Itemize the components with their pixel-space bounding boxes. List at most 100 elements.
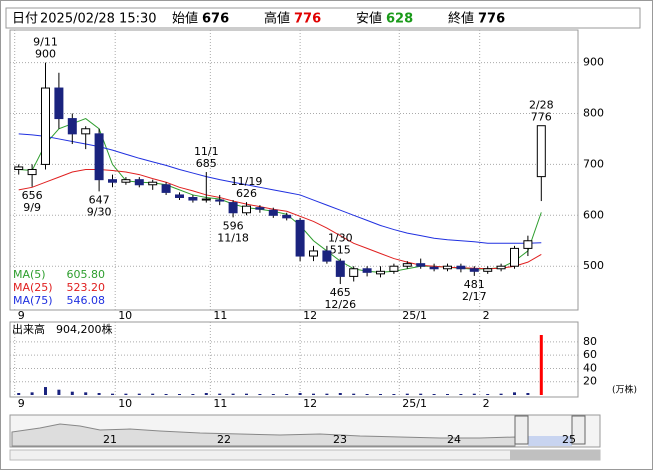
y-tick-label: 500 [583,259,604,272]
candle-body [108,179,117,183]
candle-body [81,128,91,135]
volume-bar [137,393,141,395]
volume-bar [379,394,382,395]
annotation-date: 11/19 [231,175,263,188]
x-tick-label: 2 [483,397,490,410]
ma-line [18,133,542,244]
annotation-value: 465 [330,286,351,299]
header-value: 676 [202,12,229,27]
candle-body [376,270,385,275]
annotation-date: 9/9 [23,201,41,214]
volume-bar [285,394,289,395]
candle-body [14,166,24,170]
y-tick-label: 700 [583,157,604,170]
legend-name: MA(25) [13,281,53,294]
annotation-value: 515 [330,244,351,257]
candle-body [443,265,452,270]
ma-lines [18,118,542,273]
legend-name: MA(5) [13,268,46,281]
volume-bar [499,393,503,395]
volume-bar [392,394,396,395]
scrollbar-thumb[interactable] [510,450,600,460]
candle-body [242,205,251,214]
candle-body [523,240,533,249]
candle-body [41,87,50,165]
volume-bar [178,394,181,395]
legend-value: 523.20 [67,281,106,294]
y-tick-label: 60 [583,348,597,361]
y-tick-label: 20 [583,375,597,388]
volume-bar [245,393,248,395]
volume-bar [526,393,530,395]
candle-body [469,268,479,272]
volume-bar [164,394,168,395]
annotation-value: 626 [236,187,257,200]
y-tick-label: 80 [583,335,597,348]
annotation-date: 11/18 [217,231,249,244]
candle-body [510,247,519,267]
candle-body [215,199,225,202]
candle-body [483,268,493,272]
header-label: 終値 [448,11,474,27]
volume-bar [486,394,490,395]
navigator-handle[interactable] [514,415,529,445]
volume-bar [218,393,222,395]
candle-body [496,265,506,270]
candle-body [255,207,265,210]
candle-body [456,265,466,270]
header-label: 高値 [264,11,290,27]
x-tick-label: 9 [18,397,25,410]
annotation-value: 776 [531,111,552,124]
candle-body [416,263,426,267]
navigator-handle[interactable] [571,415,586,445]
candle-body [322,250,332,262]
volume-bar [432,394,436,395]
header-value: 776 [478,12,505,27]
volume-bar [258,394,262,395]
header-value: 776 [294,12,321,27]
candle-body [161,184,171,193]
volume-bar [151,393,155,395]
annotation-date: 11/1 [194,145,219,158]
header-value: 628 [386,12,413,27]
candle-body [94,133,104,181]
volume-bar [513,392,516,395]
ma-line [18,168,542,270]
candle-body [362,268,372,273]
header-label: 始値 [172,11,198,27]
volume-bar [365,394,369,395]
y-tick-label: 40 [583,361,597,374]
candle-body [429,266,439,270]
volume-bar [17,393,21,395]
candle-body [389,265,399,272]
x-tick-label: 10 [118,397,132,410]
header-label: 安値 [356,11,382,27]
candle-body [228,202,238,214]
volume-bar [405,393,409,395]
y-tick-label: 800 [583,106,604,119]
volume-bar [30,392,34,395]
navigator-label: 22 [217,433,231,446]
candle-body [309,250,318,257]
candle-body [536,125,546,178]
annotation-value: 596 [223,219,244,232]
navigator-label: 23 [333,433,347,446]
volume-bar [472,393,476,395]
price-panel [9,29,579,311]
volume-bar [459,394,463,395]
candle-body [335,260,345,277]
header-value: 2025/02/28 15:30 [40,12,157,27]
candle-body [54,87,64,120]
volume-title: 出来高 904,200株 [12,322,113,336]
navigator-label: 24 [447,433,461,446]
y-tick-label: 900 [583,56,604,69]
x-tick-label: 11 [213,309,227,322]
candle-body [148,181,158,186]
y-tick-label: 600 [583,208,604,221]
candle-body [175,194,184,198]
annotation-value: 647 [89,193,110,206]
volume-bar [446,394,449,395]
annotation-value: 900 [35,48,56,61]
